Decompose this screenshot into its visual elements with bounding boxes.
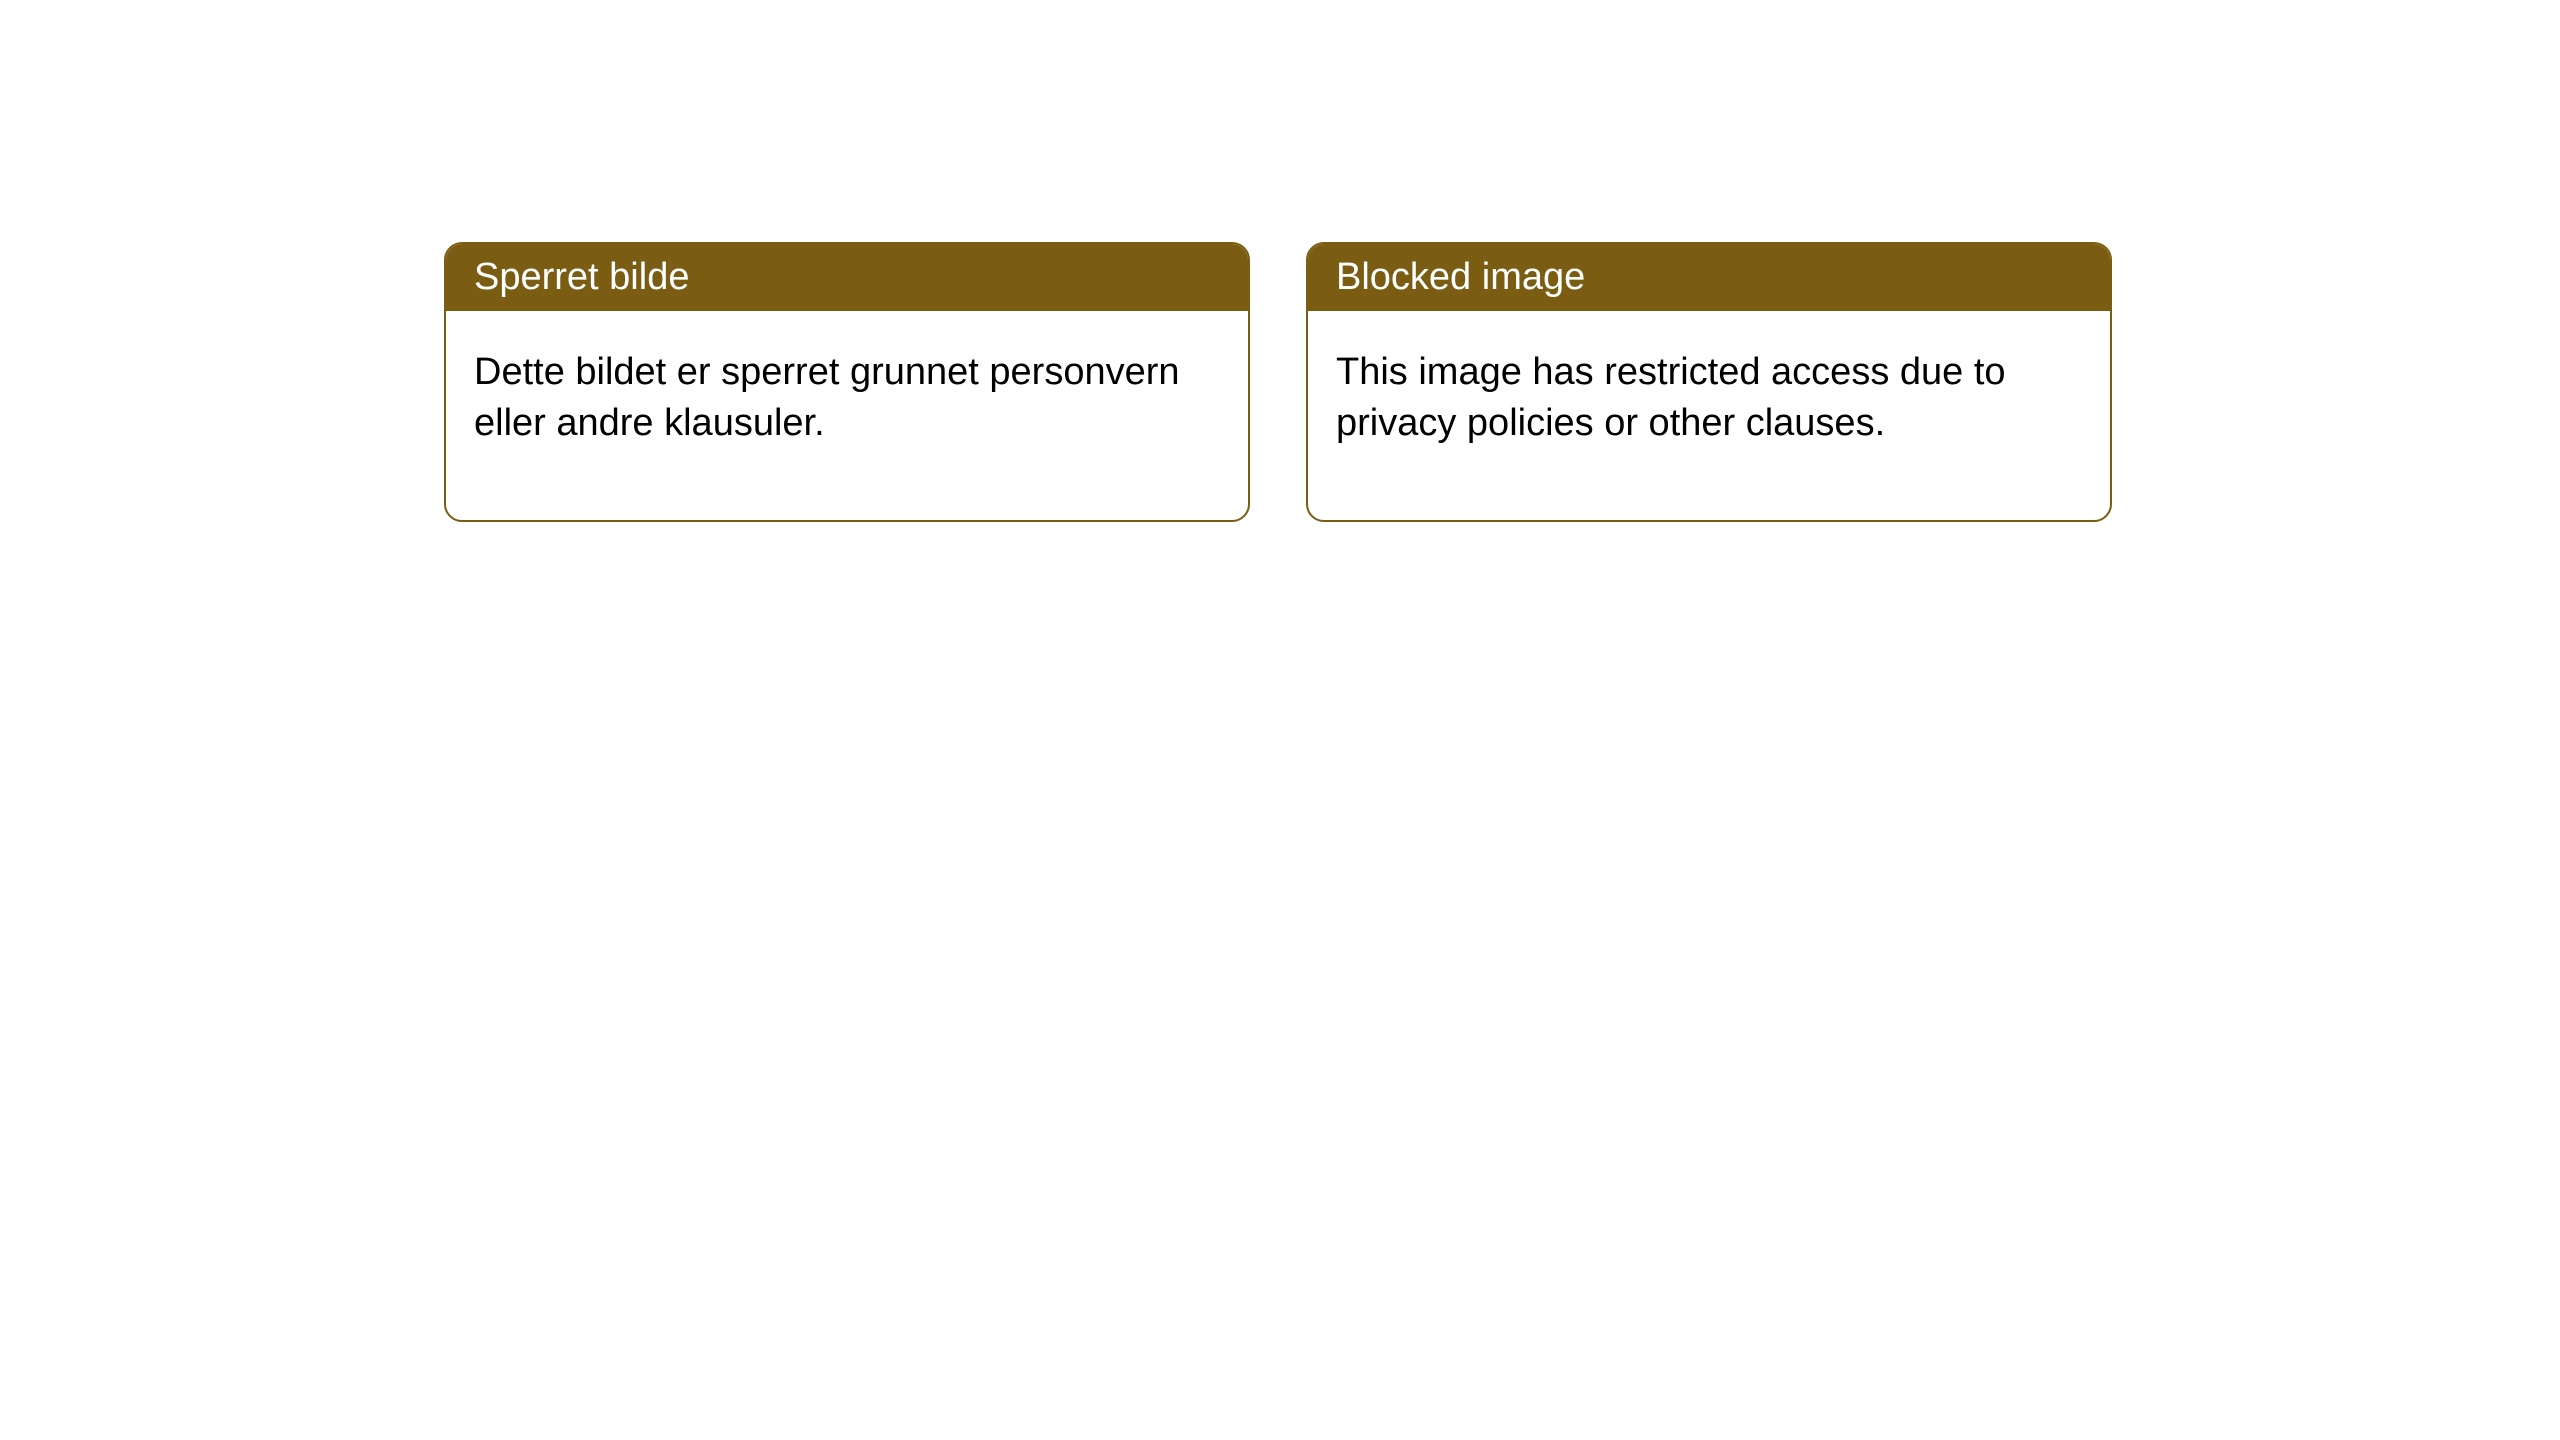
- card-body: This image has restricted access due to …: [1308, 311, 2110, 520]
- card-title: Sperret bilde: [446, 244, 1248, 311]
- card-title: Blocked image: [1308, 244, 2110, 311]
- card-body: Dette bildet er sperret grunnet personve…: [446, 311, 1248, 520]
- notice-card-english: Blocked image This image has restricted …: [1306, 242, 2112, 522]
- notice-card-norwegian: Sperret bilde Dette bildet er sperret gr…: [444, 242, 1250, 522]
- notice-cards-row: Sperret bilde Dette bildet er sperret gr…: [0, 0, 2560, 522]
